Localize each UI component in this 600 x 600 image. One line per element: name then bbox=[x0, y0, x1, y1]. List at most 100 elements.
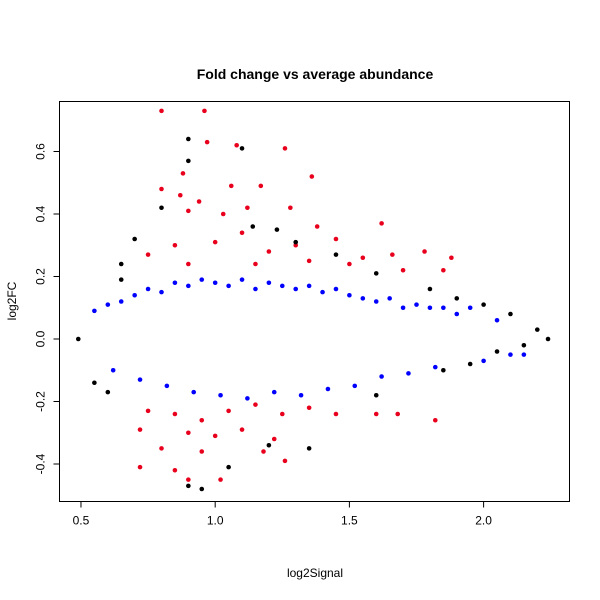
x-axis: 0.5 1.0 1.5 2.0 bbox=[73, 501, 492, 528]
data-point-blue-41 bbox=[467, 305, 473, 311]
data-point-red-5 bbox=[282, 146, 288, 151]
data-point-black-16 bbox=[545, 336, 551, 342]
data-point-red-20 bbox=[239, 230, 245, 236]
x-tick-label-1: 1.0 bbox=[207, 514, 224, 528]
data-point-blue-7 bbox=[159, 289, 164, 295]
data-point-blue-33 bbox=[387, 296, 392, 301]
plot-frame bbox=[59, 101, 570, 502]
data-point-black-8 bbox=[333, 252, 339, 257]
data-point-blue-40 bbox=[454, 311, 460, 317]
data-point-red-17 bbox=[379, 221, 384, 226]
data-point-red-18 bbox=[172, 242, 178, 248]
data-point-red-50 bbox=[271, 436, 277, 442]
data-point-blue-24 bbox=[306, 283, 312, 289]
data-point-blue-3 bbox=[118, 299, 124, 304]
data-point-red-27 bbox=[441, 267, 446, 273]
data-point-blue-8 bbox=[164, 383, 170, 389]
data-point-red-7 bbox=[159, 186, 164, 192]
data-point-black-15 bbox=[534, 327, 540, 332]
data-point-red-11 bbox=[258, 183, 264, 189]
data-point-red-52 bbox=[199, 449, 205, 454]
data-point-black-3 bbox=[159, 205, 164, 211]
data-point-black-22 bbox=[306, 446, 312, 451]
data-point-red-55 bbox=[137, 464, 143, 470]
data-point-red-40 bbox=[279, 411, 285, 417]
data-point-blue-29 bbox=[352, 383, 358, 389]
data-point-blue-42 bbox=[481, 358, 486, 364]
data-point-blue-15 bbox=[226, 283, 231, 289]
data-point-blue-17 bbox=[245, 396, 250, 401]
data-point-red-26 bbox=[422, 249, 427, 254]
data-point-blue-25 bbox=[320, 289, 325, 295]
data-point-red-12 bbox=[186, 208, 191, 214]
data-point-blue-6 bbox=[145, 286, 151, 292]
data-point-red-51 bbox=[159, 446, 164, 451]
data-point-red-21 bbox=[266, 249, 272, 254]
data-point-blue-26 bbox=[325, 386, 331, 392]
data-point-black-9 bbox=[118, 261, 124, 267]
data-point-blue-18 bbox=[253, 286, 258, 292]
data-point-red-44 bbox=[395, 411, 401, 417]
data-point-red-41 bbox=[306, 405, 312, 411]
y-tick-label-1: -0.2 bbox=[34, 391, 48, 412]
data-point-black-29 bbox=[118, 277, 124, 282]
data-point-red-49 bbox=[239, 427, 245, 432]
data-point-red-39 bbox=[253, 402, 258, 407]
y-tick-label-3: 0.2 bbox=[34, 268, 48, 285]
data-point-red-33 bbox=[400, 267, 406, 273]
data-point-red-2 bbox=[180, 171, 186, 176]
data-point-black-7 bbox=[293, 239, 299, 245]
data-point-red-4 bbox=[234, 142, 239, 148]
y-tick-label-0: -0.4 bbox=[34, 453, 48, 474]
data-point-red-1 bbox=[202, 108, 207, 114]
data-point-red-24 bbox=[360, 255, 366, 261]
data-point-red-30 bbox=[253, 261, 258, 267]
data-point-blue-20 bbox=[271, 389, 277, 395]
data-point-red-38 bbox=[226, 408, 231, 414]
data-point-red-32 bbox=[347, 261, 352, 267]
data-point-red-45 bbox=[432, 417, 438, 423]
data-point-red-43 bbox=[373, 411, 379, 417]
data-point-blue-12 bbox=[199, 277, 205, 282]
data-point-red-16 bbox=[314, 224, 320, 229]
data-point-blue-23 bbox=[298, 392, 304, 398]
data-point-black-18 bbox=[494, 349, 500, 354]
data-point-black-28 bbox=[105, 389, 111, 395]
x-tick-label-3: 2.0 bbox=[475, 514, 492, 528]
data-point-red-10 bbox=[228, 183, 234, 189]
y-axis-label: log2FC bbox=[5, 281, 19, 320]
data-point-blue-27 bbox=[333, 286, 339, 292]
data-point-blue-4 bbox=[132, 292, 137, 298]
data-point-red-0 bbox=[159, 108, 164, 114]
data-point-red-19 bbox=[212, 239, 218, 245]
data-point-black-11 bbox=[427, 286, 433, 292]
data-point-blue-13 bbox=[212, 280, 218, 286]
data-point-blue-28 bbox=[347, 292, 352, 298]
data-point-red-15 bbox=[288, 205, 293, 211]
data-point-blue-39 bbox=[441, 305, 446, 311]
data-point-blue-19 bbox=[266, 280, 272, 286]
y-axis: -0.4 -0.2 0.0 0.2 0.4 0.6 bbox=[34, 143, 60, 474]
data-point-blue-0 bbox=[92, 308, 97, 314]
data-point-black-25 bbox=[199, 486, 205, 492]
data-point-blue-2 bbox=[110, 367, 116, 373]
data-point-black-23 bbox=[266, 442, 272, 448]
data-point-red-34 bbox=[449, 255, 454, 261]
y-tick-label-2: 0.0 bbox=[34, 330, 48, 347]
y-tick-label-5: 0.6 bbox=[34, 143, 48, 160]
data-point-black-26 bbox=[226, 464, 231, 470]
data-point-red-28 bbox=[145, 252, 151, 257]
data-point-black-6 bbox=[132, 236, 137, 242]
data-point-black-1 bbox=[239, 146, 245, 151]
x-tick-label-2: 1.5 bbox=[341, 514, 358, 528]
data-point-black-2 bbox=[186, 158, 191, 164]
data-point-red-3 bbox=[204, 139, 210, 145]
data-point-blue-45 bbox=[521, 352, 527, 357]
data-point-black-0 bbox=[186, 136, 191, 142]
data-point-black-24 bbox=[186, 483, 191, 489]
data-point-red-6 bbox=[309, 174, 315, 179]
x-tick-label-0: 0.5 bbox=[73, 514, 90, 528]
data-point-red-29 bbox=[186, 261, 191, 267]
data-point-blue-9 bbox=[172, 280, 178, 286]
